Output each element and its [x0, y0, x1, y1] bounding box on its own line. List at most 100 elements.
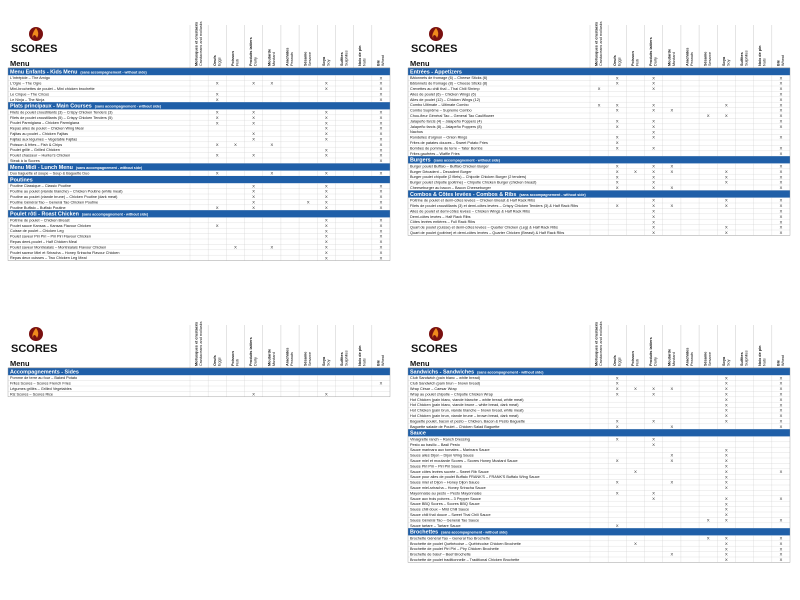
column-header: Wheat — [381, 354, 385, 366]
allergen-mark: X — [780, 375, 783, 380]
logo-flame — [432, 28, 439, 39]
allergen-mark: X — [725, 169, 728, 174]
allergen-mark: X — [252, 183, 255, 188]
section-title-text: Entrées - Appetizers — [410, 69, 462, 75]
section-title-text: Plats principaux - Main Courses — [10, 104, 92, 110]
allergen-mark: X — [725, 474, 728, 479]
item-name: Sauce côtes levées sucrée – Sweet Rib Sa… — [410, 470, 489, 474]
column-header: Oeufs — [613, 355, 617, 366]
item-name: Filets de poulet croustillants (5) – Cri… — [10, 116, 113, 120]
item-name: Poutine Buffalo – Buffalo Poutine — [10, 206, 66, 210]
section-note: (sans accompagnement - without side) — [76, 166, 143, 170]
item-name: Brochette Général Tao – General Tao Broc… — [410, 536, 490, 540]
column-header: Mollusques et crustacés — [195, 322, 199, 366]
item-name: Jalapeño farcis (4) – Jalapeño Poppers (… — [410, 119, 482, 123]
allergen-mark: X — [616, 491, 619, 496]
section-note: (sans accompagnement - without side) — [434, 159, 501, 163]
logo-flame — [32, 328, 39, 339]
section-title: Poutines — [10, 177, 33, 183]
item-name: Club Sandwich (pain brun – brown bread) — [410, 382, 481, 386]
allergen-mark: X — [780, 151, 783, 156]
column-header: Sulphites — [345, 350, 349, 366]
item-name: Cuisse de poulet – Chicken Leg — [10, 229, 64, 233]
allergen-mark: X — [380, 137, 383, 142]
column-header: Mollusques et crustacés — [595, 22, 599, 66]
column-header: Eggs — [217, 357, 221, 366]
item-name: Poulet chasseur – Hunter's Chicken — [10, 154, 70, 158]
column-header: Oeufs — [213, 55, 217, 66]
section-title-text: Combos & Côtes levées - Combos & Ribs — [410, 192, 516, 198]
brand: SCORES — [411, 43, 457, 55]
item-name: Côtes levées entières – Full Rack Ribs — [410, 220, 475, 224]
column-header: Produits laitiers — [649, 337, 653, 366]
item-name: Poulet grillé – Grilled Chicken — [10, 148, 60, 152]
column-header: Poisson — [231, 51, 235, 66]
item-name: Sauce marinara aux tomates – Marinara Sa… — [410, 448, 490, 452]
item-name: Filets de poulet croustillants (3) et de… — [410, 204, 578, 208]
column-header: Sesame — [708, 352, 712, 366]
allergen-mark: X — [652, 230, 655, 235]
allergen-mark: X — [725, 501, 728, 506]
allergen-mark: X — [380, 171, 383, 176]
column-header: Eggs — [617, 57, 621, 66]
column-header: Sulphites — [745, 50, 749, 66]
section-title-text: Menu Midi - Lunch Menu — [10, 165, 73, 171]
allergen-mark: X — [652, 225, 655, 230]
column-header: Sesame — [308, 352, 312, 366]
section-note: (sans accompagnement - without side) — [82, 213, 149, 217]
column-header: Noix de pin — [758, 345, 762, 366]
item-name: Sauce miel et moutarde Scores – Scores H… — [410, 459, 518, 463]
allergen-mark: X — [780, 102, 783, 107]
item-name: Poulet saveur Piri Piri – Piri Piri Flav… — [10, 235, 91, 239]
allergen-mark: X — [652, 203, 655, 208]
allergen-mark: X — [616, 185, 619, 190]
allergen-mark: X — [598, 102, 601, 107]
allergen-mark: X — [325, 137, 328, 142]
item-name: Wrap César – Caesar Wrap — [410, 387, 457, 391]
section-note: (sans accompagnement - without side) — [95, 105, 162, 109]
item-name: Le Ninja – The Ninja — [10, 98, 45, 102]
allergen-mark: X — [216, 171, 219, 176]
allergen-mark: X — [652, 129, 655, 134]
allergen-mark: X — [380, 183, 383, 188]
allergen-mark: X — [380, 194, 383, 199]
column-header: Soya — [322, 356, 326, 366]
allergen-mark: X — [780, 381, 783, 386]
item-name: Hot Chicken (pain blanc, viande brune – … — [410, 403, 519, 407]
table-frame — [407, 367, 791, 563]
allergen-mark: X — [780, 203, 783, 208]
allergen-mark: X — [725, 230, 728, 235]
allergen-mark: X — [725, 203, 728, 208]
allergen-mark: X — [380, 81, 383, 86]
section-title-text: Sandwichs - Sandwiches — [410, 369, 474, 375]
allergen-mark: X — [725, 469, 728, 474]
item-name: Ailes de poulet (12) – Chicken Wings (12… — [410, 98, 481, 102]
section-bar — [8, 102, 390, 110]
allergen-mark: X — [725, 198, 728, 203]
section-title: Burgers (sans accompagnement - without si… — [410, 158, 501, 164]
column-header: Wheat — [381, 54, 385, 66]
section-title: Accompagnements - Sides — [10, 369, 79, 375]
item-name: Poisson & frites – Fish & Chips — [10, 143, 62, 147]
item-name: Poulet Parmigiana – Chicken Parmigiana — [10, 121, 80, 125]
item-name: Poutine au poulet (viande blanche) – Chi… — [10, 190, 123, 194]
allergen-mark: X — [634, 386, 637, 391]
allergen-mark: X — [725, 375, 728, 380]
allergen-mark: X — [780, 225, 783, 230]
allergen-mark: X — [616, 386, 619, 391]
item-name: Repas deux cuisses – Two Chicken Leg Mea… — [10, 256, 87, 260]
item-name: Vinaigrette ranch – Ranch Dressing — [410, 437, 470, 441]
allergen-mark: X — [216, 153, 219, 158]
allergen-mark: X — [725, 512, 728, 517]
item-name: Demi-côtes levées – Half Rack Ribs — [410, 215, 471, 219]
section-bar — [8, 68, 390, 76]
item-name: Quart de poulet (cuisse) et demi-côtes l… — [410, 226, 558, 230]
section-title-text: Poulet rôti - Roast Chicken — [10, 212, 79, 218]
item-name: Brochette de poulet Québécoise – Québéco… — [410, 542, 521, 546]
item-name: Légumes grillés – Grilled Vegetables — [10, 387, 72, 391]
allergen-mark: X — [670, 424, 673, 429]
menu-label: Menu — [10, 59, 30, 68]
column-header: Noix de pin — [358, 345, 362, 366]
allergen-mark: X — [325, 126, 328, 131]
